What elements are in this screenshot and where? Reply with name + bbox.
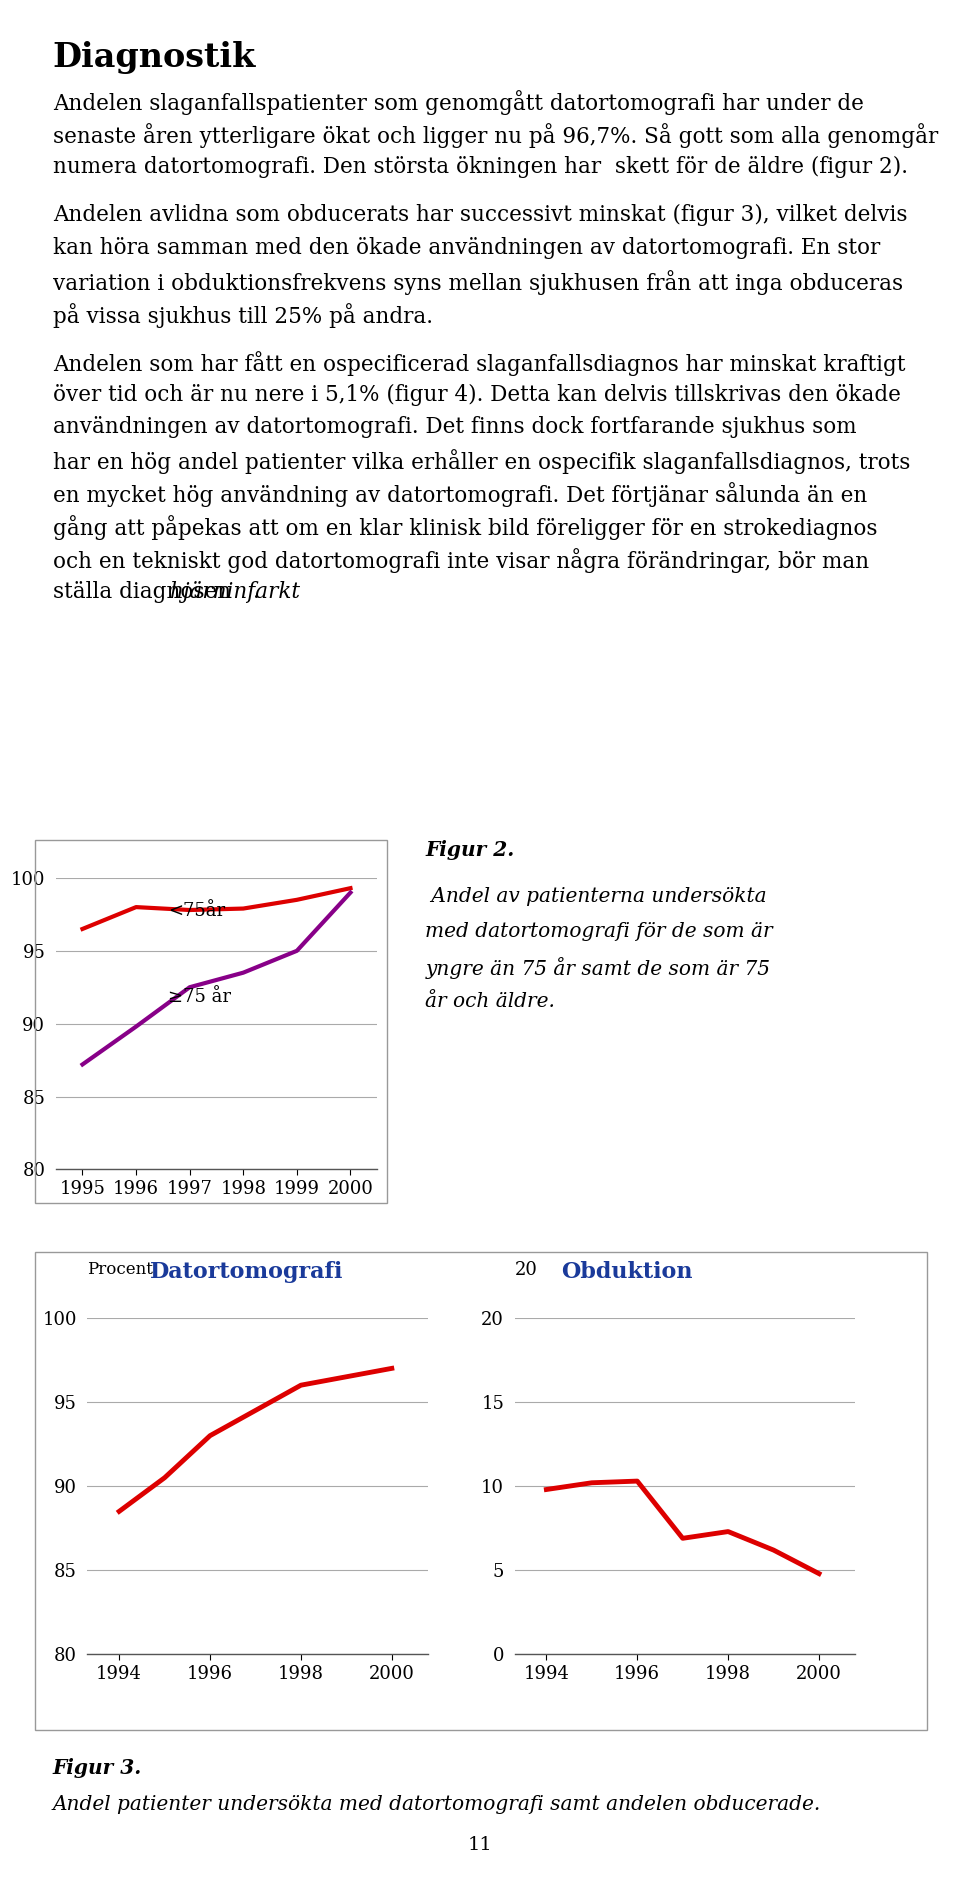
Text: Andelen avlidna som obducerats har successivt minskat (figur 3), vilket delvis: Andelen avlidna som obducerats har succe… <box>53 203 907 226</box>
Text: Figur 3.: Figur 3. <box>53 1758 142 1778</box>
Text: Andel av patienterna undersökta: Andel av patienterna undersökta <box>425 887 767 906</box>
Text: har en hög andel patienter vilka erhåller en ospecifik slaganfallsdiagnos, trots: har en hög andel patienter vilka erhålle… <box>53 449 910 474</box>
Text: Obduktion: Obduktion <box>561 1261 692 1284</box>
Text: och en tekniskt god datortomografi inte visar några förändringar, bör man: och en tekniskt god datortomografi inte … <box>53 547 869 573</box>
Text: med datortomografi för de som är: med datortomografi för de som är <box>425 921 773 942</box>
Text: Andel patienter undersökta med datortomografi samt andelen obducerade.: Andel patienter undersökta med datortomo… <box>53 1795 821 1814</box>
Text: användningen av datortomografi. Det finns dock fortfarande sjukhus som: användningen av datortomografi. Det finn… <box>53 415 856 438</box>
Text: .: . <box>253 581 260 603</box>
Text: Andelen slaganfallspatienter som genomgått datortomografi har under de: Andelen slaganfallspatienter som genomgå… <box>53 90 864 115</box>
Text: en mycket hög användning av datortomografi. Det förtjänar sålunda än en: en mycket hög användning av datortomogra… <box>53 481 867 508</box>
Text: Diagnostik: Diagnostik <box>53 41 256 75</box>
Text: ställa diagnosen: ställa diagnosen <box>53 581 238 603</box>
Text: variation i obduktionsfrekvens syns mellan sjukhusen från att inga obduceras: variation i obduktionsfrekvens syns mell… <box>53 269 903 295</box>
Text: numera datortomografi. Den största ökningen har  skett för de äldre (figur 2).: numera datortomografi. Den största öknin… <box>53 156 908 179</box>
Text: yngre än 75 år samt de som är 75: yngre än 75 år samt de som är 75 <box>425 957 770 979</box>
Text: Procent: Procent <box>87 1261 154 1278</box>
Text: gång att påpekas att om en klar klinisk bild föreligger för en strokediagnos: gång att påpekas att om en klar klinisk … <box>53 515 877 540</box>
Text: på vissa sjukhus till 25% på andra.: på vissa sjukhus till 25% på andra. <box>53 303 433 327</box>
Text: ≥75 år: ≥75 år <box>168 987 231 1006</box>
Text: 20: 20 <box>515 1261 538 1280</box>
Text: över tid och är nu nere i 5,1% (figur 4). Detta kan delvis tillskrivas den ökade: över tid och är nu nere i 5,1% (figur 4)… <box>53 384 900 406</box>
Text: Andelen som har fått en ospecificerad slaganfallsdiagnos har minskat kraftigt: Andelen som har fått en ospecificerad sl… <box>53 350 905 376</box>
Text: senaste åren ytterligare ökat och ligger nu på 96,7%. Så gott som alla genomgår: senaste åren ytterligare ökat och ligger… <box>53 124 938 149</box>
Text: hjärninfarkt: hjärninfarkt <box>170 581 301 603</box>
Text: Datortomografi: Datortomografi <box>150 1261 343 1284</box>
Text: Figur 2.: Figur 2. <box>425 840 515 861</box>
Text: <75år: <75år <box>168 902 226 919</box>
Text: 11: 11 <box>468 1835 492 1854</box>
Text: kan höra samman med den ökade användningen av datortomografi. En stor: kan höra samman med den ökade användning… <box>53 237 880 259</box>
Text: år och äldre.: år och äldre. <box>425 993 555 1011</box>
